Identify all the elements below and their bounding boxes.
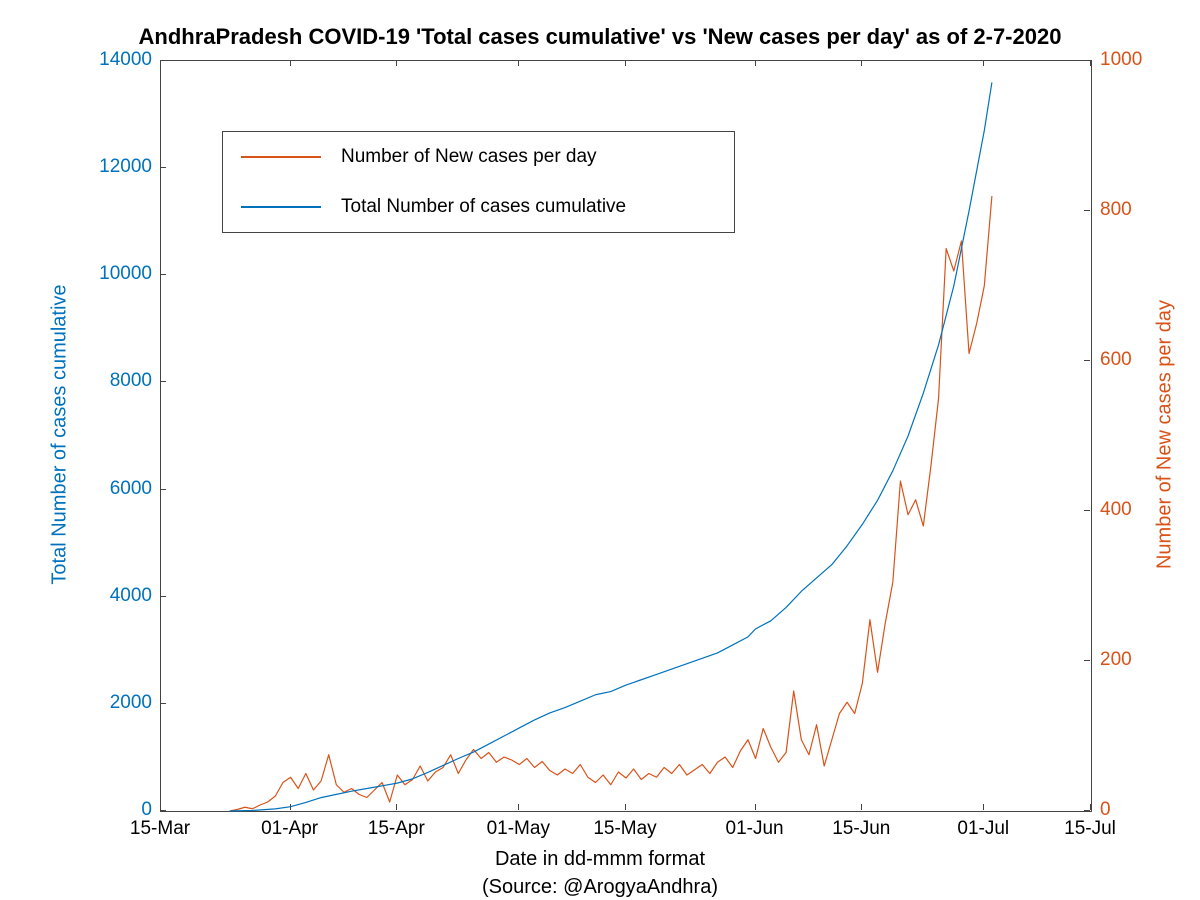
y-left-tick-label: 14000 bbox=[82, 49, 152, 71]
y-left-tick bbox=[160, 596, 166, 597]
x-tick-top bbox=[290, 60, 291, 66]
x-tick-top bbox=[625, 60, 626, 66]
x-tick-label: 15-Jun bbox=[832, 818, 890, 840]
y-right-tick-label: 800 bbox=[1100, 199, 1132, 221]
y-right-tick bbox=[1084, 360, 1090, 361]
x-tick-top bbox=[755, 60, 756, 66]
legend-swatch bbox=[241, 156, 321, 158]
x-tick bbox=[290, 804, 291, 810]
x-axis-label: Date in dd-mmm format bbox=[0, 848, 1200, 871]
y-right-tick bbox=[1084, 660, 1090, 661]
y-left-tick-label: 12000 bbox=[82, 156, 152, 178]
legend-swatch bbox=[241, 206, 321, 208]
x-tick-label: 15-May bbox=[593, 818, 656, 840]
x-tick-top bbox=[1090, 60, 1091, 66]
y-right-tick-label: 200 bbox=[1100, 649, 1132, 671]
x-tick-top bbox=[160, 60, 161, 66]
x-tick-top bbox=[983, 60, 984, 66]
y-left-tick-label: 8000 bbox=[82, 370, 152, 392]
x-tick-label: 15-Apr bbox=[368, 818, 425, 840]
x-tick bbox=[396, 804, 397, 810]
y-axis-right-label: Number of New cases per day bbox=[1154, 235, 1177, 635]
x-tick-top bbox=[518, 60, 519, 66]
chart-container: AndhraPradesh COVID-19 'Total cases cumu… bbox=[0, 0, 1200, 900]
y-axis-left-label: Total Number of cases cumulative bbox=[49, 235, 72, 635]
x-tick-label: 15-Jul bbox=[1064, 818, 1116, 840]
y-left-tick bbox=[160, 274, 166, 275]
x-tick bbox=[518, 804, 519, 810]
x-tick-top bbox=[396, 60, 397, 66]
y-right-tick-label: 600 bbox=[1100, 349, 1132, 371]
chart-title: AndhraPradesh COVID-19 'Total cases cumu… bbox=[0, 24, 1200, 50]
x-tick-label: 01-Jun bbox=[726, 818, 784, 840]
x-tick bbox=[625, 804, 626, 810]
y-left-tick bbox=[160, 167, 166, 168]
x-tick bbox=[1090, 804, 1091, 810]
y-right-tick bbox=[1084, 210, 1090, 211]
x-tick-label: 01-Apr bbox=[261, 818, 318, 840]
x-tick bbox=[983, 804, 984, 810]
y-right-tick bbox=[1084, 510, 1090, 511]
x-tick bbox=[861, 804, 862, 810]
legend-label: Number of New cases per day bbox=[341, 146, 597, 168]
x-tick-top bbox=[861, 60, 862, 66]
legend-label: Total Number of cases cumulative bbox=[341, 196, 626, 218]
x-tick bbox=[755, 804, 756, 810]
y-right-tick-label: 1000 bbox=[1100, 49, 1142, 71]
line-new-cases bbox=[230, 196, 992, 811]
y-left-tick-label: 4000 bbox=[82, 585, 152, 607]
x-tick-label: 01-Jul bbox=[957, 818, 1009, 840]
legend-item: Total Number of cases cumulative bbox=[241, 196, 716, 218]
y-left-tick-label: 2000 bbox=[82, 692, 152, 714]
y-right-tick-label: 400 bbox=[1100, 499, 1132, 521]
x-tick bbox=[160, 804, 161, 810]
y-left-tick bbox=[160, 810, 166, 811]
x-tick-label: 01-May bbox=[487, 818, 550, 840]
y-left-tick-label: 10000 bbox=[82, 263, 152, 285]
y-left-tick bbox=[160, 489, 166, 490]
y-left-tick-label: 6000 bbox=[82, 478, 152, 500]
y-left-tick bbox=[160, 703, 166, 704]
legend: Number of New cases per day Total Number … bbox=[222, 131, 735, 233]
legend-item: Number of New cases per day bbox=[241, 146, 716, 168]
y-right-tick bbox=[1084, 810, 1090, 811]
y-left-tick bbox=[160, 381, 166, 382]
x-axis-source-label: (Source: @ArogyaAndhra) bbox=[0, 876, 1200, 899]
x-tick-label: 15-Mar bbox=[130, 818, 190, 840]
